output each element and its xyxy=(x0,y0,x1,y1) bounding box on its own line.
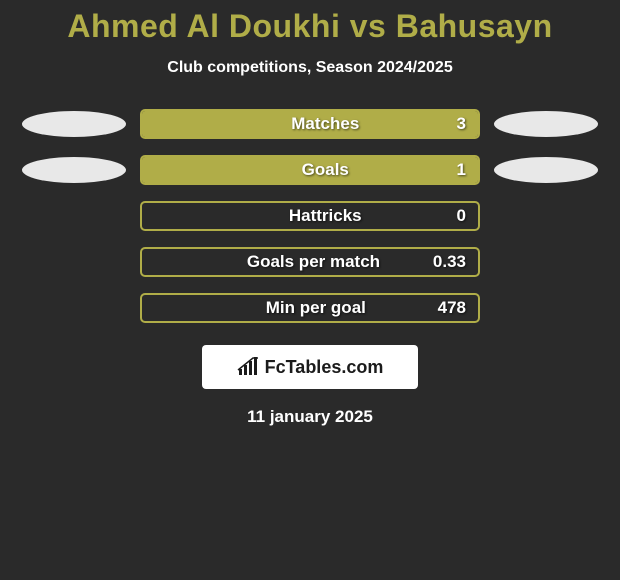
date-label: 11 january 2025 xyxy=(0,407,620,427)
stats-rows: Matches3Goals1Hattricks0Goals per match0… xyxy=(0,109,620,323)
stat-bar-text: Min per goal478 xyxy=(142,295,478,321)
stat-bar: Min per goal478 xyxy=(140,293,480,323)
stat-row: Matches3 xyxy=(0,109,620,139)
stat-row: Hattricks0 xyxy=(0,201,620,231)
right-marker xyxy=(494,203,598,229)
stat-label: Goals xyxy=(154,160,457,180)
stat-value: 1 xyxy=(457,160,466,180)
right-marker xyxy=(494,249,598,275)
stat-label: Goals per match xyxy=(154,252,433,272)
left-marker xyxy=(22,295,126,321)
stat-bar-text: Hattricks0 xyxy=(142,203,478,229)
comparison-widget: Ahmed Al Doukhi vs Bahusayn Club competi… xyxy=(0,0,620,427)
stat-bar: Hattricks0 xyxy=(140,201,480,231)
stat-value: 0 xyxy=(457,206,466,226)
stat-value: 0.33 xyxy=(433,252,466,272)
left-marker xyxy=(22,111,126,137)
stat-bar-text: Goals1 xyxy=(142,157,478,183)
page-subtitle: Club competitions, Season 2024/2025 xyxy=(0,59,620,77)
logo-text: FcTables.com xyxy=(265,357,384,378)
left-marker xyxy=(22,157,126,183)
stat-label: Min per goal xyxy=(154,298,438,318)
page-title: Ahmed Al Doukhi vs Bahusayn xyxy=(0,8,620,45)
stat-row: Goals1 xyxy=(0,155,620,185)
stat-value: 3 xyxy=(457,114,466,134)
stat-bar: Goals per match0.33 xyxy=(140,247,480,277)
stat-row: Min per goal478 xyxy=(0,293,620,323)
stat-bar-text: Goals per match0.33 xyxy=(142,249,478,275)
stat-label: Hattricks xyxy=(154,206,457,226)
right-marker xyxy=(494,157,598,183)
left-marker xyxy=(22,203,126,229)
stat-bar-text: Matches3 xyxy=(142,111,478,137)
stat-value: 478 xyxy=(438,298,466,318)
stat-bar: Goals1 xyxy=(140,155,480,185)
logo-badge: FcTables.com xyxy=(202,345,418,389)
stat-label: Matches xyxy=(154,114,457,134)
left-marker xyxy=(22,249,126,275)
right-marker xyxy=(494,295,598,321)
right-marker xyxy=(494,111,598,137)
stat-bar: Matches3 xyxy=(140,109,480,139)
bars-icon xyxy=(237,357,259,377)
stat-row: Goals per match0.33 xyxy=(0,247,620,277)
